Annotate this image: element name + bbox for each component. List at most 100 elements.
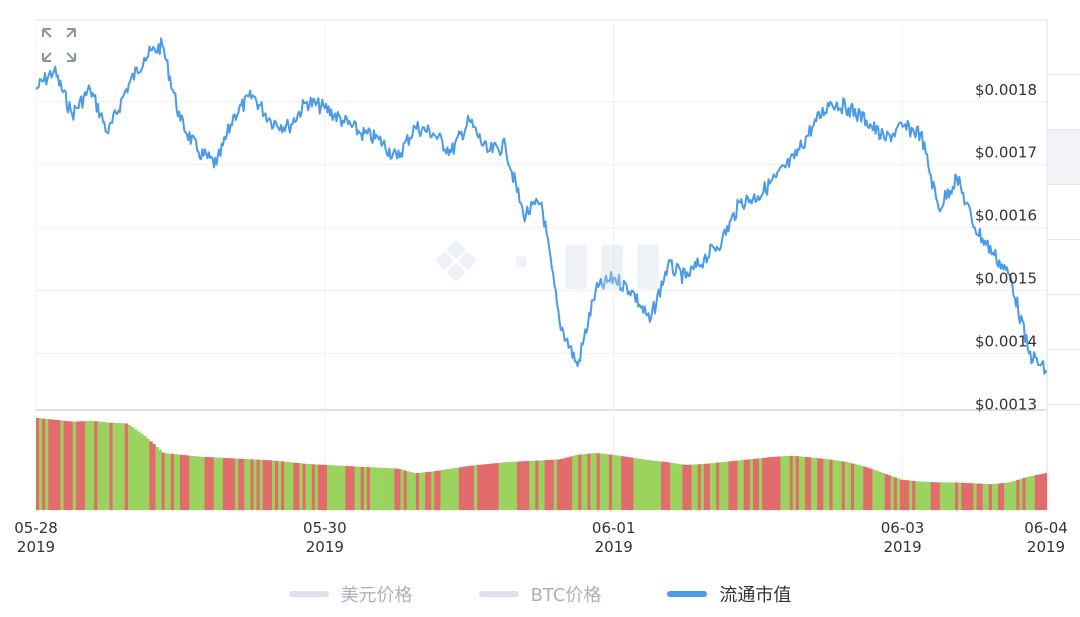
volume-bar — [890, 476, 895, 510]
y-tick-label: $0.0018 — [975, 81, 1037, 99]
volume-bar — [336, 465, 340, 510]
volume-bar — [124, 423, 129, 510]
volume-bar — [749, 459, 754, 510]
volume-bar — [697, 464, 702, 510]
volume-bar — [948, 482, 953, 510]
volume-bar — [1031, 475, 1036, 510]
volume-bar — [369, 467, 374, 510]
legend-item-btc-price[interactable]: BTC价格 — [478, 581, 601, 607]
volume-bar — [183, 455, 187, 510]
y-axis-ticks: $0.0018 $0.0017 $0.0016 $0.0015 $0.0014 $0.00… — [975, 81, 1037, 414]
volume-bar — [688, 464, 692, 510]
volume-bar — [97, 421, 101, 510]
x-tick-label-year: 2019 — [883, 538, 921, 556]
volume-bar — [1022, 477, 1026, 510]
volume-bar — [1034, 475, 1039, 510]
volume-bar — [786, 455, 790, 510]
volume-bar — [930, 482, 934, 510]
volume-bar — [146, 438, 150, 510]
volume-bar — [660, 461, 665, 510]
side-panel-row — [1048, 185, 1080, 240]
volume-bar — [771, 456, 775, 510]
volume-bar — [808, 457, 812, 510]
volume-bar — [510, 461, 515, 510]
volume-bar — [152, 444, 156, 510]
volume-bar — [618, 455, 622, 510]
volume-bar — [835, 460, 839, 510]
volume-bar — [440, 470, 444, 510]
volume-bar — [363, 466, 368, 510]
volume-bar — [906, 480, 910, 510]
volume-bar — [314, 464, 319, 510]
volume-bar — [694, 464, 699, 510]
fullscreen-icon[interactable] — [40, 26, 78, 64]
volume-bar — [857, 465, 861, 510]
volume-bar — [418, 472, 423, 510]
volume-bar — [397, 468, 401, 510]
volume-bar — [664, 461, 668, 510]
volume-bar — [207, 457, 211, 510]
volume-bar — [853, 464, 858, 510]
volume-bar — [630, 457, 634, 510]
volume-bar — [1010, 481, 1014, 510]
volume-bar — [676, 463, 680, 510]
volume-bar — [942, 482, 947, 510]
volume-bar — [611, 454, 616, 510]
volume-bar — [700, 464, 705, 510]
volume-bar — [406, 471, 411, 510]
volume-bar — [437, 470, 441, 510]
volume-bar — [278, 461, 282, 510]
x-tick-label-year: 2019 — [1027, 538, 1065, 556]
volume-bar — [130, 427, 135, 510]
volume-bar — [765, 457, 769, 510]
volume-bar — [599, 453, 604, 510]
volume-bar — [759, 458, 763, 510]
volume-bar — [225, 458, 230, 510]
volume-bar — [636, 458, 640, 510]
volume-bar — [838, 461, 843, 510]
volume-bar — [376, 467, 380, 510]
volume-bar — [804, 457, 809, 510]
legend-swatch — [288, 591, 329, 597]
volume-bar — [250, 459, 254, 510]
volume-bar — [88, 420, 92, 510]
volume-bar — [673, 463, 677, 510]
y-tick-label: $0.0015 — [975, 269, 1037, 287]
volume-bar — [667, 462, 671, 510]
x-tick-label-day: 06-04 — [1024, 519, 1068, 537]
volume-bar — [51, 419, 55, 510]
volume-bar — [170, 453, 175, 510]
side-panel-row — [1048, 130, 1080, 185]
volume-bar — [1037, 474, 1042, 510]
volume-bar — [814, 457, 818, 510]
volume-bar — [42, 418, 46, 510]
legend-item-usd-price[interactable]: 美元价格 — [288, 581, 413, 607]
volume-bar — [48, 419, 52, 510]
volume-bar — [173, 454, 178, 510]
volume-bar — [308, 464, 313, 510]
volume-bar — [615, 455, 619, 510]
volume-bar — [538, 460, 542, 510]
x-tick-label-day: 05-28 — [14, 519, 58, 537]
x-tick-label-day: 06-01 — [592, 519, 636, 537]
volume-bar — [633, 458, 637, 510]
volume-bar — [409, 472, 414, 510]
volume-bar — [425, 472, 429, 510]
volume-bar — [967, 483, 971, 510]
volume-bar — [1016, 479, 1020, 510]
volume-bar — [976, 483, 980, 510]
volume-bar — [624, 456, 628, 510]
legend-item-market-cap[interactable]: 流通市值 — [667, 581, 791, 607]
volume-bar — [639, 459, 643, 510]
volume-bars — [36, 418, 1048, 510]
volume-bar — [958, 482, 962, 510]
volume-bar — [471, 465, 475, 510]
volume-bar — [274, 460, 279, 510]
volume-bar — [789, 455, 794, 510]
y-tick-label: $0.0014 — [975, 332, 1037, 350]
volume-bar — [783, 456, 787, 510]
volume-bar — [94, 421, 98, 510]
volume-bar — [657, 461, 662, 510]
volume-bar — [648, 460, 653, 510]
volume-bar — [201, 456, 205, 510]
